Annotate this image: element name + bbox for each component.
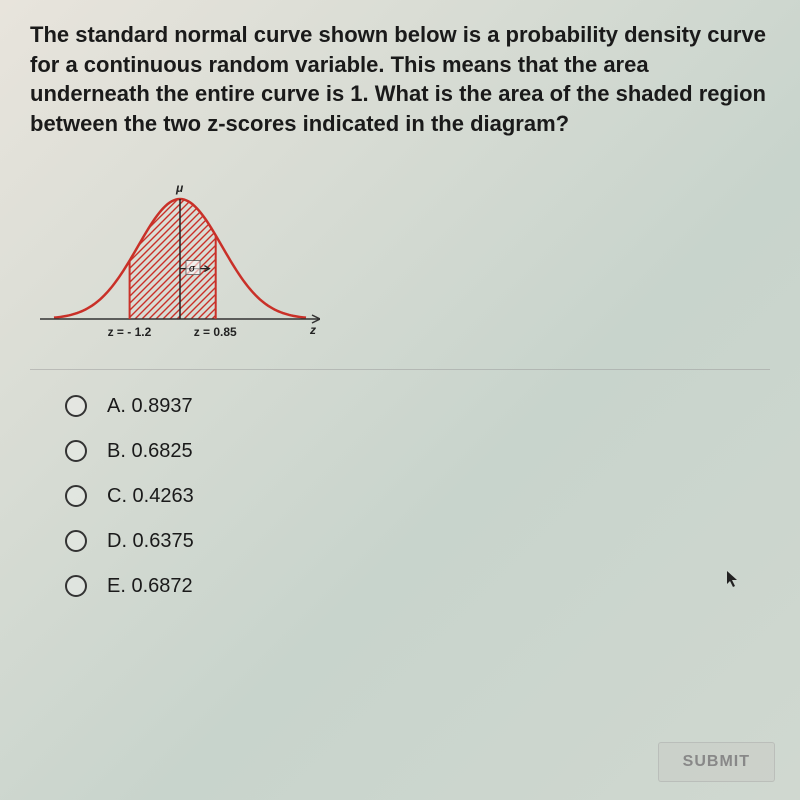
option-d[interactable]: D. 0.6375	[65, 530, 770, 553]
option-label-b: B. 0.6825	[107, 440, 193, 463]
radio-a[interactable]	[65, 395, 87, 417]
option-label-a: A. 0.8937	[107, 395, 193, 418]
z-axis-label: z	[310, 323, 316, 337]
cursor-icon	[726, 570, 740, 593]
normal-curve-diagram: σ z = - 1.2 z = 0.85 z μ	[40, 169, 320, 349]
submit-button[interactable]: SUBMIT	[658, 742, 775, 782]
option-e[interactable]: E. 0.6872	[65, 575, 770, 598]
mu-label: μ	[176, 181, 183, 195]
option-b[interactable]: B. 0.6825	[65, 440, 770, 463]
question-text: The standard normal curve shown below is…	[30, 20, 770, 139]
radio-e[interactable]	[65, 575, 87, 597]
divider	[30, 369, 770, 370]
option-c[interactable]: C. 0.4263	[65, 485, 770, 508]
option-label-c: C. 0.4263	[107, 485, 194, 508]
radio-d[interactable]	[65, 530, 87, 552]
z-left-label: z = - 1.2	[108, 325, 152, 339]
radio-b[interactable]	[65, 440, 87, 462]
option-label-d: D. 0.6375	[107, 530, 194, 553]
options-list: A. 0.8937 B. 0.6825 C. 0.4263 D. 0.6375 E. 0…	[65, 395, 770, 598]
option-a[interactable]: A. 0.8937	[65, 395, 770, 418]
svg-text:σ: σ	[189, 263, 196, 274]
z-right-label: z = 0.85	[194, 325, 237, 339]
radio-c[interactable]	[65, 485, 87, 507]
option-label-e: E. 0.6872	[107, 575, 193, 598]
